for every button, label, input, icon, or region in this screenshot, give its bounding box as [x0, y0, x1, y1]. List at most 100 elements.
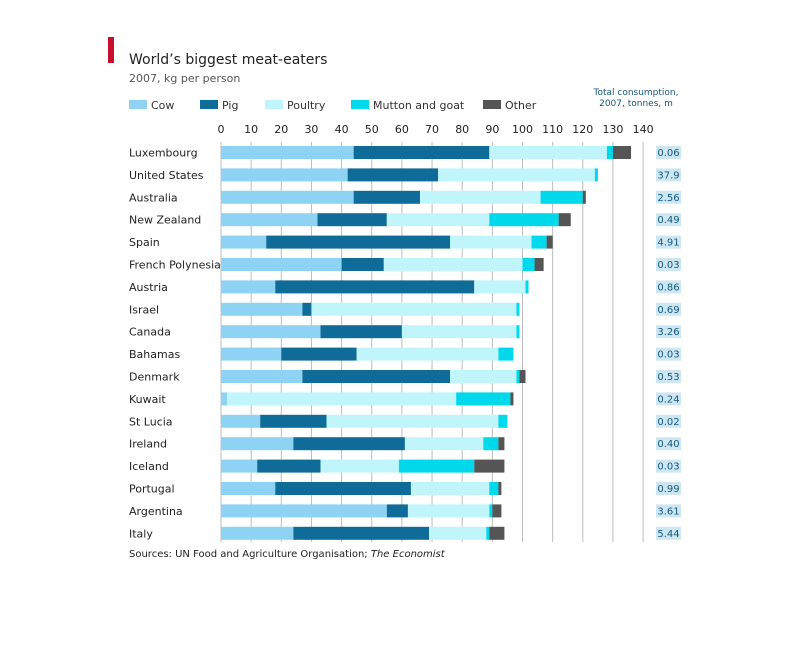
bar-luxembourg-poultry [489, 146, 607, 159]
bar-st-lucia-cow [221, 414, 261, 428]
total-value-portugal: 0.99 [657, 484, 679, 495]
bar-united-states-poultry [438, 168, 595, 182]
total-box-bahamas [656, 347, 681, 361]
total-value-kuwait: 0.24 [657, 394, 679, 405]
bar-luxembourg-other [612, 146, 632, 159]
legend-swatch-cow [129, 100, 147, 109]
bar-spain-mutton-and-goat [531, 235, 547, 249]
total-value-st-lucia: 0.02 [657, 417, 679, 428]
bar-portugal-poultry [410, 482, 490, 495]
bar-french-polynesia-mutton-and-goat [522, 258, 535, 271]
total-value-united-states: 37.9 [657, 170, 679, 181]
total-box-luxembourg [656, 146, 681, 159]
total-value-iceland: 0.03 [657, 462, 679, 473]
category-label-australia: Australia [129, 191, 178, 204]
bar-portugal-cow [221, 482, 276, 495]
bar-australia-pig [353, 190, 420, 204]
source-note: Sources: UN Food and Agriculture Organis… [129, 549, 446, 560]
bar-portugal-mutton-and-goat [489, 482, 499, 495]
bar-new-zealand-pig [317, 213, 387, 227]
x-tick-20: 20 [274, 123, 288, 136]
total-value-new-zealand: 0.49 [657, 215, 679, 226]
category-label-spain: Spain [129, 236, 160, 249]
total-value-canada: 3.26 [657, 327, 679, 338]
bars [221, 146, 632, 540]
bar-argentina-poultry [407, 504, 490, 518]
bar-united-states-cow [221, 168, 348, 182]
bar-denmark-poultry [450, 370, 517, 383]
category-label-st-lucia: St Lucia [129, 415, 173, 428]
total-box-israel [656, 302, 681, 316]
total-value-luxembourg: 0.06 [657, 148, 679, 159]
bar-israel-poultry [311, 302, 517, 316]
category-label-italy: Italy [129, 527, 153, 540]
totals-column: 0.06 37.9 2.56 0.49 4.91 0.03 0.86 0.69 3.26 0.03… [656, 146, 681, 540]
bar-spain-cow [221, 235, 267, 249]
bar-new-zealand-mutton-and-goat [489, 213, 559, 227]
bar-united-states-pig [347, 168, 439, 182]
x-tick-140: 140 [633, 123, 654, 136]
category-label-portugal: Portugal [129, 483, 175, 496]
x-tick-70: 70 [425, 123, 439, 136]
bar-portugal-pig [275, 482, 411, 495]
bar-australia-poultry [419, 190, 541, 204]
category-label-israel: Israel [129, 303, 159, 316]
total-box-denmark [656, 370, 681, 383]
bar-bahamas-mutton-and-goat [498, 347, 514, 361]
category-label-luxembourg: Luxembourg [129, 147, 198, 160]
total-box-australia [656, 190, 681, 204]
legend: Cow Pig Poultry Mutton and goat Other [129, 99, 537, 112]
bar-portugal-other [498, 482, 502, 495]
x-tick-110: 110 [542, 123, 563, 136]
bar-italy-poultry [429, 526, 487, 540]
category-label-bahamas: Bahamas [129, 348, 180, 361]
x-tick-120: 120 [572, 123, 593, 136]
bar-austria-mutton-and-goat [525, 280, 529, 294]
bar-ireland-mutton-and-goat [483, 437, 499, 451]
category-label-iceland: Iceland [129, 460, 169, 473]
grid [220, 142, 644, 542]
legend-swatch-pig [200, 100, 218, 109]
bar-italy-mutton-and-goat [486, 526, 490, 540]
bar-denmark-mutton-and-goat [516, 370, 520, 383]
bar-canada-poultry [401, 325, 517, 339]
total-box-ireland [656, 437, 681, 451]
bar-australia-mutton-and-goat [540, 190, 583, 204]
bar-french-polynesia-other [534, 258, 544, 271]
total-value-spain: 4.91 [657, 238, 679, 249]
bar-italy-cow [221, 526, 294, 540]
bar-iceland-poultry [320, 459, 399, 473]
legend-label-cow: Cow [151, 99, 174, 112]
bar-argentina-mutton-and-goat [489, 504, 493, 518]
brand-marker [108, 37, 114, 63]
bar-ireland-poultry [404, 437, 484, 451]
legend-label-pig: Pig [222, 99, 238, 112]
legend-label-other: Other [505, 99, 537, 112]
bar-luxembourg-mutton-and-goat [606, 146, 613, 159]
legend-swatch-poultry [265, 100, 283, 109]
total-box-united-states [656, 168, 681, 182]
bar-kuwait-cow [221, 392, 228, 406]
bar-canada-mutton-and-goat [516, 325, 520, 339]
category-label-canada: Canada [129, 326, 171, 339]
total-box-austria [656, 280, 681, 294]
category-label-ireland: Ireland [129, 438, 167, 451]
total-value-italy: 5.44 [657, 529, 679, 540]
x-axis-ticks: 0 10 20 30 40 50 60 70 80 90 100 110 120 130 140 [218, 123, 654, 136]
x-tick-30: 30 [304, 123, 318, 136]
bar-st-lucia-poultry [326, 414, 499, 428]
bar-italy-other [489, 526, 505, 540]
total-value-denmark: 0.53 [657, 372, 679, 383]
bar-iceland-mutton-and-goat [398, 459, 475, 473]
bar-canada-pig [320, 325, 402, 339]
bar-french-polynesia-poultry [383, 258, 523, 271]
bar-argentina-pig [386, 504, 408, 518]
totals-header-line2: 2007, tonnes, m [599, 99, 673, 109]
total-value-argentina: 3.61 [657, 506, 679, 517]
x-tick-40: 40 [335, 123, 349, 136]
bar-denmark-cow [221, 370, 303, 383]
bar-bahamas-poultry [356, 347, 499, 361]
category-labels: Luxembourg United States Australia New Zeal… [129, 147, 221, 541]
total-box-st-lucia [656, 414, 681, 428]
bar-st-lucia-mutton-and-goat [498, 414, 508, 428]
